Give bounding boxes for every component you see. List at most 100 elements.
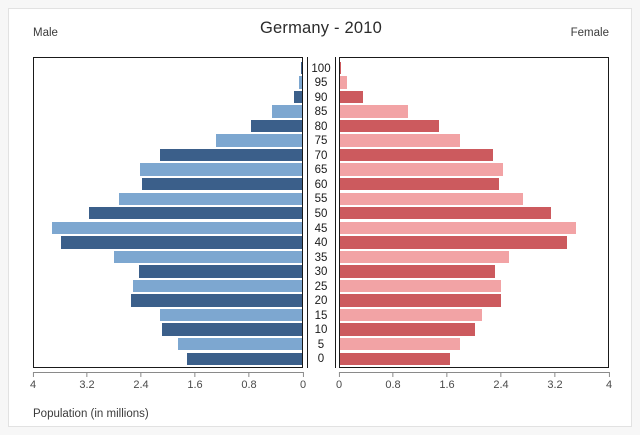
age-tick-labels: 0 5 10 15 20 25 30 35 40 45 50 55 60 65 70 75 80 85 90 95 10… xyxy=(307,57,335,368)
female-bar-age-75 xyxy=(340,134,461,147)
male-bar-age-15 xyxy=(159,308,302,322)
female-bar-age-55 xyxy=(340,192,523,205)
female-bar-age-80 xyxy=(340,119,439,133)
male-bar-age-70 xyxy=(159,148,302,162)
bar-row xyxy=(119,191,302,206)
age-label-20: 20 xyxy=(314,295,328,308)
age-label-40: 40 xyxy=(314,237,328,250)
age-axis-right-rule xyxy=(335,57,336,368)
male-bar-age-20 xyxy=(131,294,302,307)
bar-row xyxy=(340,250,509,265)
bar-row xyxy=(133,279,302,294)
tick-label: 3.2 xyxy=(79,379,95,391)
age-label-80: 80 xyxy=(314,120,328,133)
female-x-axis: 0 0.8 1.6 2.4 3.2 4 xyxy=(336,372,612,402)
bar-row xyxy=(340,264,495,279)
plot-area: 0 5 10 15 20 25 30 35 40 45 50 55 60 65 70 75 80 85 90 95 10… xyxy=(9,51,633,428)
male-bar-rows xyxy=(34,58,302,367)
male-bar-age-95 xyxy=(299,76,302,89)
female-bar-age-30 xyxy=(340,265,495,278)
bar-row xyxy=(340,279,501,294)
bar-row xyxy=(340,104,408,119)
bar-row xyxy=(340,221,576,236)
male-x-axis: 0 0.8 1.6 2.4 3.2 4 xyxy=(30,372,306,402)
male-bar-age-5 xyxy=(177,337,302,351)
male-bar-age-80 xyxy=(250,119,302,133)
bar-row xyxy=(138,264,302,279)
tick-mark xyxy=(608,372,610,377)
bar-row xyxy=(52,221,302,236)
female-xtick-3.2: 3.2 xyxy=(547,372,563,391)
bar-row xyxy=(301,61,302,76)
age-axis-left-rule xyxy=(307,57,308,368)
female-xtick-1.6: 1.6 xyxy=(439,372,455,391)
bar-row xyxy=(131,293,302,308)
bar-row xyxy=(299,75,302,90)
bar-row xyxy=(161,322,302,337)
bar-row xyxy=(340,351,451,366)
female-bar-age-20 xyxy=(340,294,502,307)
male-bar-age-0 xyxy=(186,352,302,365)
age-label-90: 90 xyxy=(314,91,328,104)
chart-header: Male Germany - 2010 Female xyxy=(9,9,633,51)
page-title: Germany - 2010 xyxy=(259,19,383,37)
age-label-70: 70 xyxy=(314,149,328,162)
female-bar-age-0 xyxy=(340,352,451,365)
age-label-30: 30 xyxy=(314,266,328,279)
female-bar-age-95 xyxy=(340,76,347,89)
female-bar-age-45 xyxy=(340,221,576,234)
female-bar-age-5 xyxy=(340,337,461,351)
bar-row xyxy=(293,90,302,105)
male-xtick-0: 0 xyxy=(300,372,306,391)
bar-row xyxy=(61,235,302,250)
female-bar-rows xyxy=(340,58,608,367)
tick-label: 0.8 xyxy=(385,379,401,391)
tick-label: 0 xyxy=(335,379,343,391)
female-bar-age-15 xyxy=(340,308,483,322)
female-bar-age-85 xyxy=(340,105,408,118)
female-bar-age-40 xyxy=(340,236,568,249)
male-xtick-0.8: 0.8 xyxy=(241,372,257,391)
tick-mark xyxy=(554,372,556,377)
female-bar-age-50 xyxy=(340,207,551,220)
bar-row xyxy=(186,351,302,366)
female-bar-age-70 xyxy=(340,148,493,162)
tick-label: 0 xyxy=(299,379,307,391)
male-bar-age-60 xyxy=(142,177,302,191)
male-bar-age-45 xyxy=(52,221,302,234)
bar-row xyxy=(114,250,302,265)
age-label-60: 60 xyxy=(314,178,328,191)
bar-row xyxy=(177,337,302,352)
bar-row xyxy=(340,308,483,323)
bar-row xyxy=(340,148,493,163)
age-label-100: 100 xyxy=(311,62,331,75)
bar-row xyxy=(216,133,302,148)
tick-label: 4 xyxy=(29,379,37,391)
tick-label: 2.4 xyxy=(133,379,149,391)
bar-row xyxy=(340,322,475,337)
female-xtick-2.4: 2.4 xyxy=(493,372,509,391)
bar-row xyxy=(340,191,523,206)
female-bar-age-35 xyxy=(340,250,509,264)
tick-label: 2.4 xyxy=(493,379,509,391)
male-legend-label: Male xyxy=(33,27,58,39)
male-axis-line xyxy=(33,372,303,373)
age-label-15: 15 xyxy=(314,309,328,322)
tick-label: 0.8 xyxy=(241,379,257,391)
bar-row xyxy=(340,90,363,105)
bar-row xyxy=(340,162,504,177)
age-label-85: 85 xyxy=(314,106,328,119)
female-xtick-0: 0 xyxy=(336,372,342,391)
female-bar-age-100 xyxy=(340,61,342,74)
age-label-75: 75 xyxy=(314,135,328,148)
bar-row xyxy=(340,133,461,148)
age-label-95: 95 xyxy=(314,77,328,90)
male-bars-panel xyxy=(33,57,303,368)
male-bar-age-100 xyxy=(301,61,302,74)
male-xtick-3.2: 3.2 xyxy=(79,372,95,391)
bar-row xyxy=(340,177,499,192)
male-bar-age-55 xyxy=(119,192,302,205)
bar-row xyxy=(88,206,302,221)
tick-label: 3.2 xyxy=(547,379,563,391)
male-xtick-4: 4 xyxy=(30,372,36,391)
